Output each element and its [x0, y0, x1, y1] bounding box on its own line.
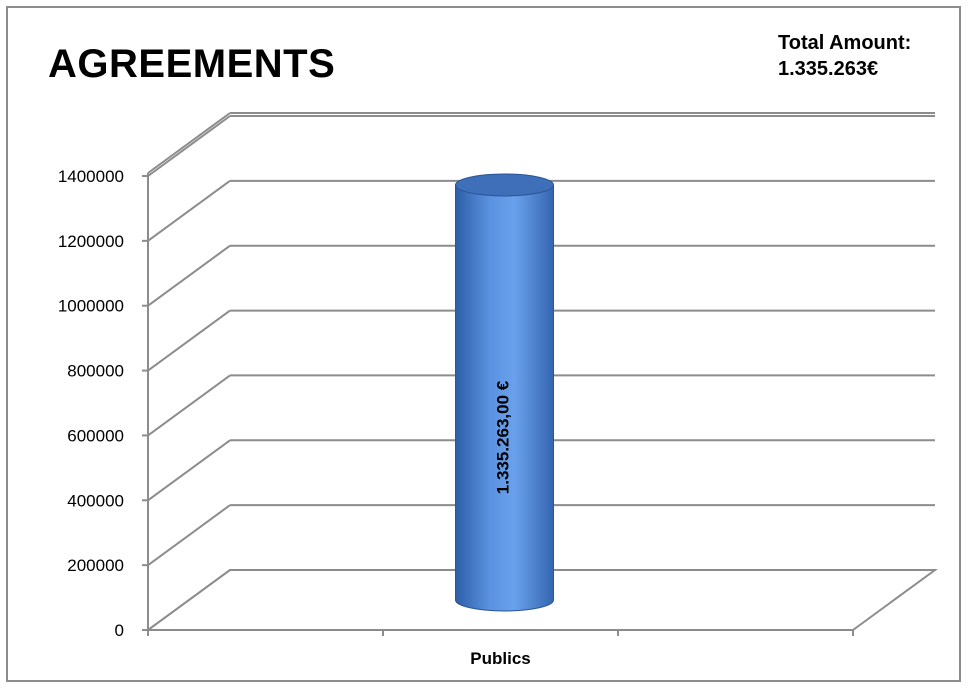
gridline-side	[147, 309, 231, 372]
y-tick-label: 1000000	[58, 297, 124, 316]
total-amount-value: 1.335.263€	[778, 58, 879, 80]
y-tick-label: 800000	[67, 362, 124, 381]
chart-title: AGREEMENTS	[48, 42, 336, 86]
x-tick-labels: Publics	[470, 649, 530, 668]
axes	[142, 173, 939, 636]
y-tick-label: 400000	[67, 491, 124, 510]
gridline-side-top	[147, 112, 231, 174]
gridline-side	[147, 439, 231, 502]
gridline-side	[147, 115, 231, 177]
gridline-side	[147, 180, 231, 242]
y-tick-labels: 0 200000 400000 600000 800000 1000000 1200000 1…	[58, 167, 124, 640]
x-category-label: Publics	[470, 649, 530, 668]
y-tick-label: 600000	[67, 426, 124, 445]
gridline-side	[147, 244, 231, 307]
bar-body	[455, 184, 554, 612]
data-label: 1.335.263,00 €	[494, 380, 513, 494]
bar-top	[455, 173, 554, 197]
total-amount-label: Total Amount:	[778, 32, 912, 54]
y-tick-label: 200000	[67, 556, 124, 575]
y-tick-label: 1200000	[58, 232, 124, 251]
total-amount-box: Total Amount: 1.335.263€	[778, 30, 911, 82]
gridline-side	[147, 504, 231, 566]
floor	[147, 569, 939, 631]
y-tick-label: 0	[115, 621, 124, 640]
bar: 1.335.263,00 €	[455, 173, 554, 612]
gridline-side	[147, 374, 231, 437]
y-tick-label: 1400000	[58, 167, 124, 186]
bars: 1.335.263,00 €	[455, 173, 554, 612]
